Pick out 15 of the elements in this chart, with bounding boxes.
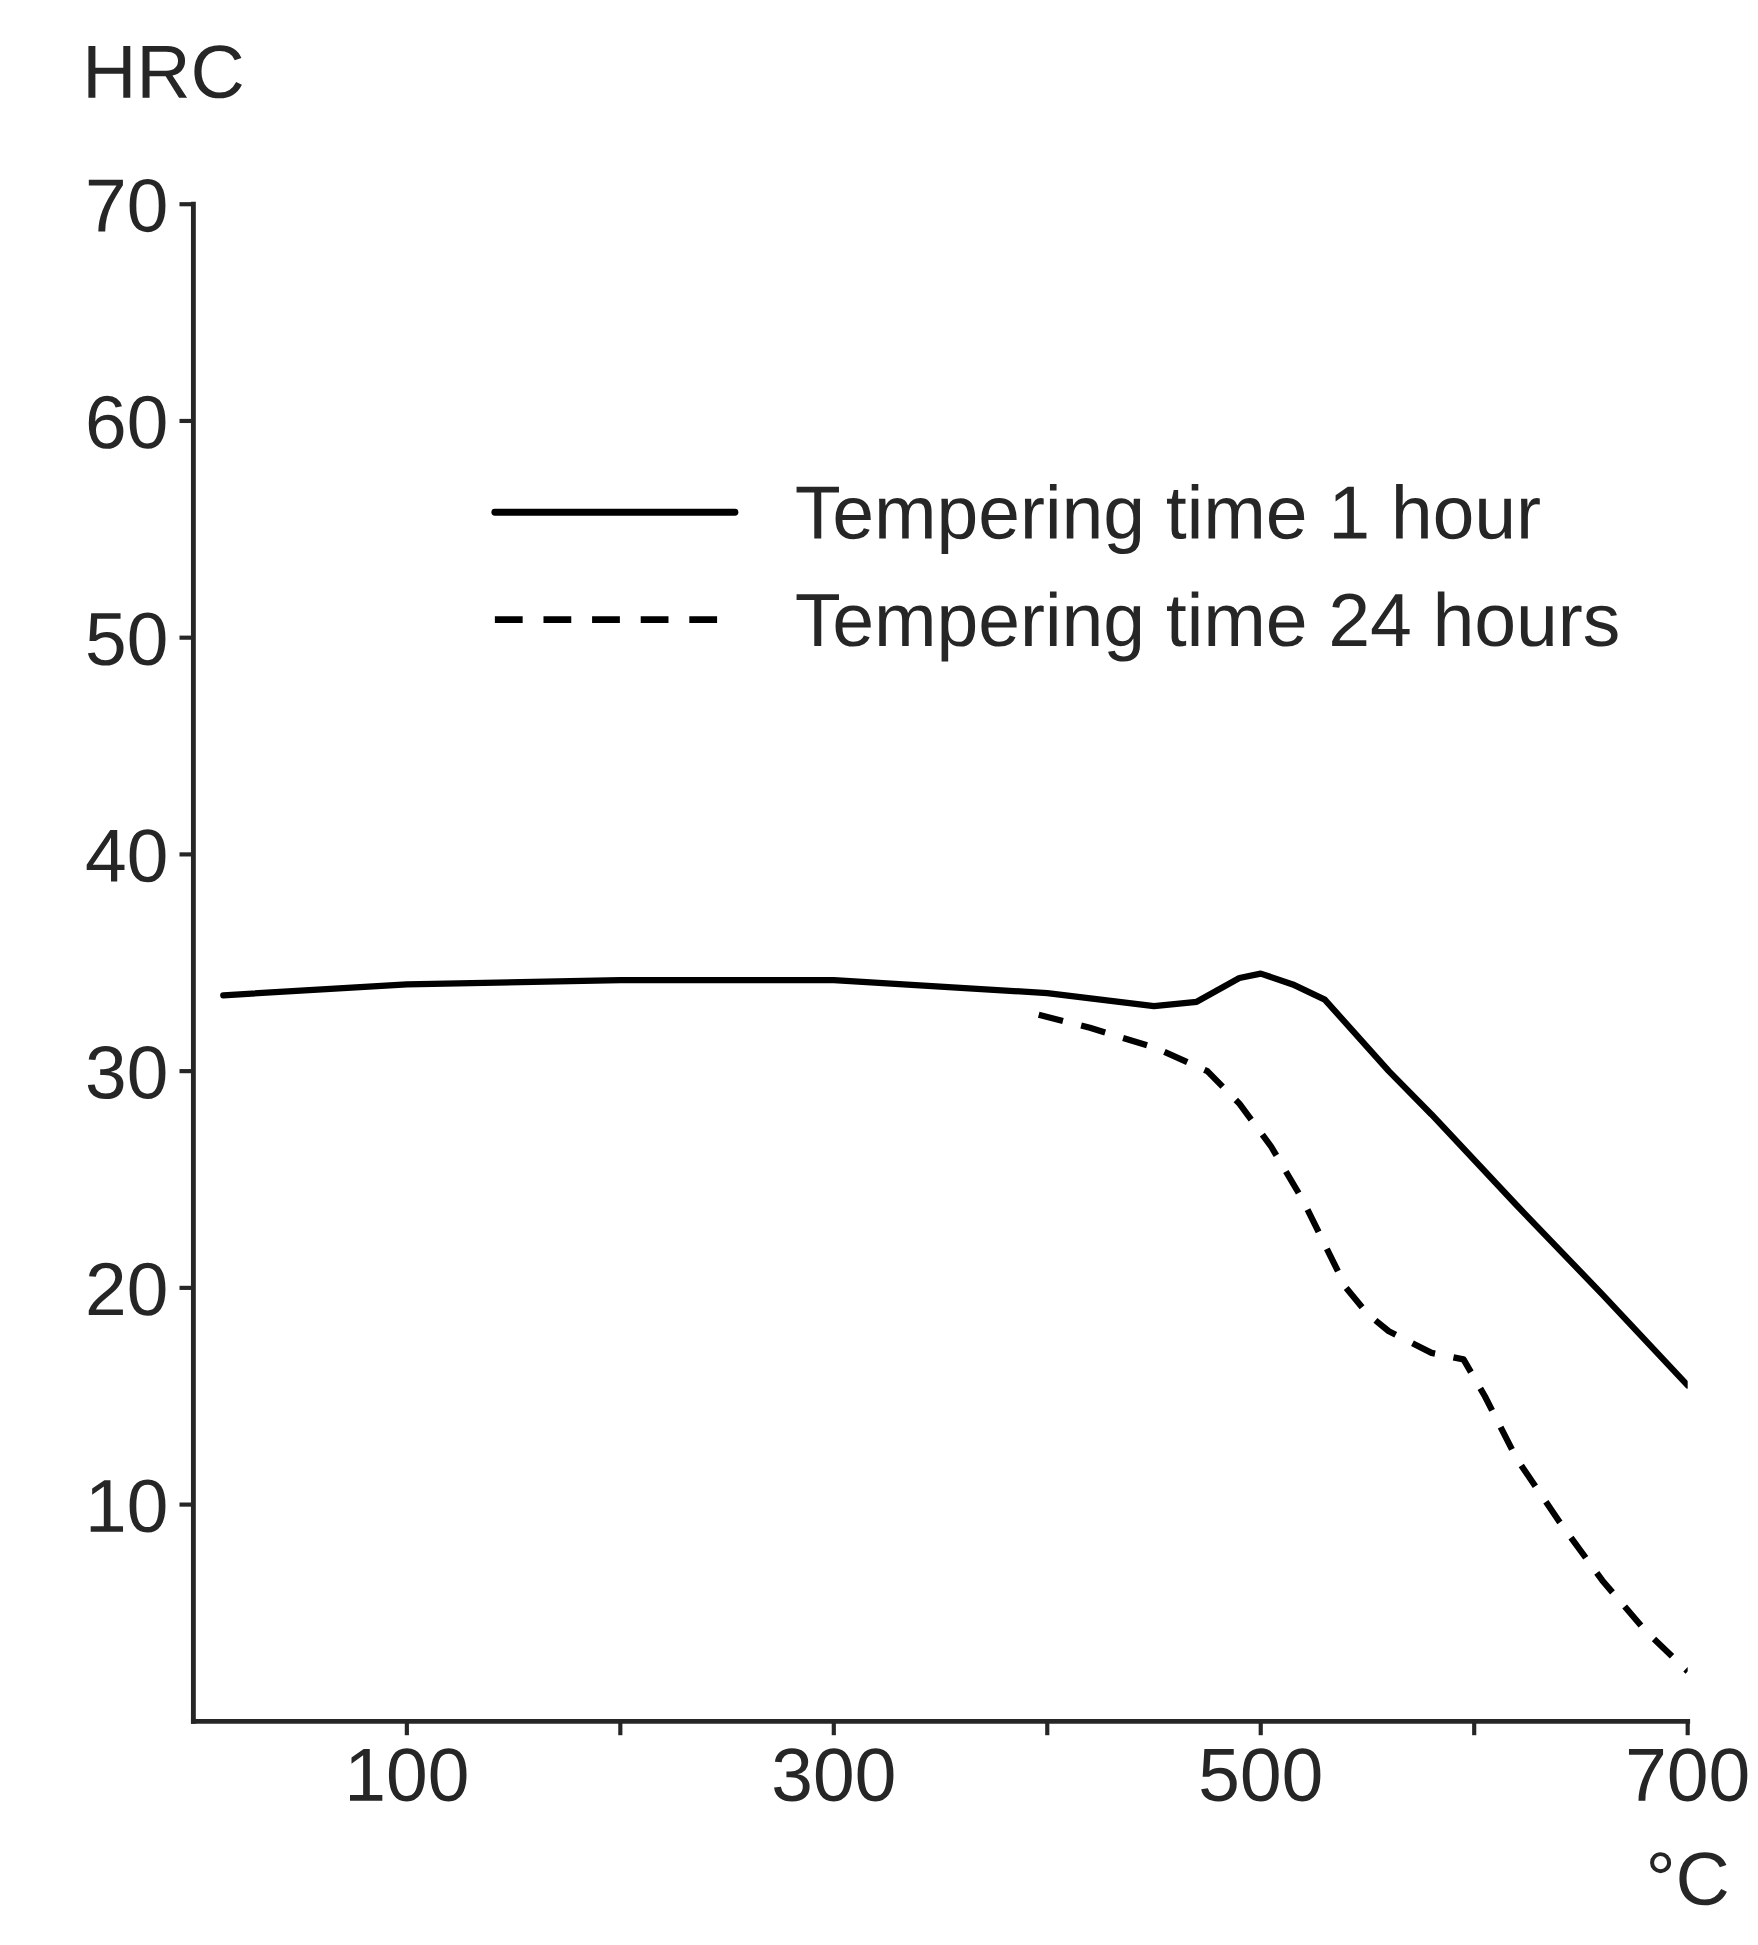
x-tick-label: 700: [1628, 1748, 1748, 1802]
y-tick-label: 10: [90, 1479, 166, 1533]
x-tick-label: 500: [1201, 1748, 1321, 1802]
legend-label: Tempering time 1 hour: [796, 484, 1540, 555]
y-tick-label: 20: [88, 1262, 166, 1316]
x-tick-label: 300: [774, 1748, 894, 1802]
x-axis-title: °C: [1650, 1852, 1727, 1906]
y-tick-label: 40: [86, 829, 166, 883]
y-tick-label: 70: [88, 179, 166, 233]
y-tick-label: 30: [87, 1045, 166, 1100]
y-axis-title: HRC: [88, 45, 242, 99]
legend-label: Tempering time 24 hours: [796, 591, 1618, 662]
y-tick-label: 50: [87, 612, 166, 666]
x-tick-label: 100: [350, 1748, 467, 1802]
y-tick-label: 60: [88, 395, 166, 449]
